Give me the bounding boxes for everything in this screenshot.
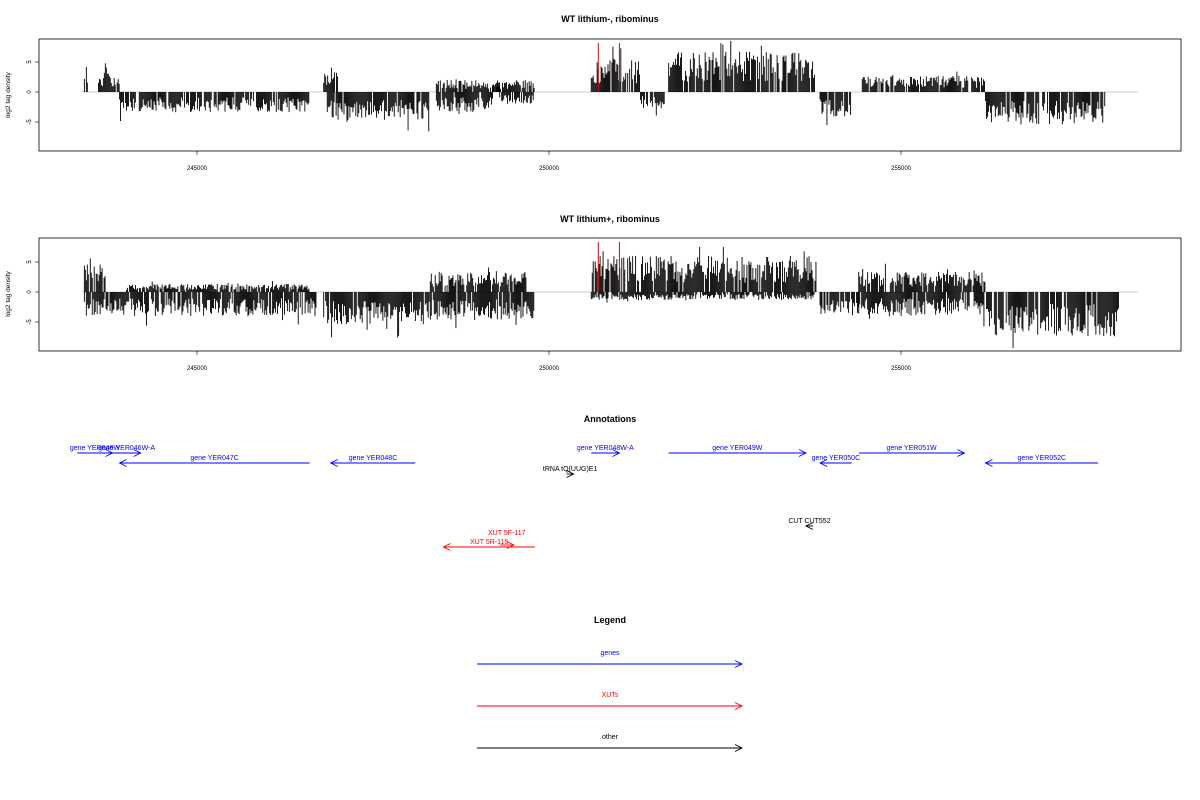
feature-label: gene YER051W bbox=[887, 445, 937, 452]
panel2-xtick-label: 250000 bbox=[539, 366, 560, 372]
track-panel-lithium-minus: WT lithium-, ribominus log2 tag density … bbox=[5, 14, 1182, 172]
panel2-xtick-label: 245000 bbox=[187, 366, 208, 372]
panel2-y-axis-label: log2 tag density bbox=[5, 270, 12, 316]
feature-label: gene YER046W-A bbox=[98, 445, 155, 452]
annotations-title: Annotations bbox=[584, 414, 637, 424]
panel1-plot-frame bbox=[38, 38, 1182, 152]
feature-arrowhead bbox=[612, 449, 621, 457]
legend-arrowhead bbox=[734, 744, 744, 752]
feature-label: gene YER046W bbox=[70, 445, 120, 452]
panel1-ytick-label: 5 bbox=[27, 60, 33, 64]
panel2-xtick-label: 255000 bbox=[891, 366, 912, 372]
feature-label: gene YER048C bbox=[349, 455, 398, 462]
feature-arrowhead bbox=[118, 459, 127, 467]
panel2-x-axis: 245000 250000 255000 bbox=[187, 351, 912, 372]
panel1-y-axis: 5 0 -5 bbox=[27, 60, 39, 125]
feature-label: XUT 5F-117 bbox=[488, 530, 526, 537]
feature-arrowhead bbox=[957, 449, 966, 457]
feature-arrowhead bbox=[984, 459, 993, 467]
feature-arrowhead bbox=[798, 449, 807, 457]
feature-arrowhead bbox=[819, 459, 828, 467]
feature-label: gene YER048W-A bbox=[577, 445, 634, 452]
feature-label: XUT 5R-115 bbox=[470, 539, 508, 546]
panel1-x-axis: 245000 250000 255000 bbox=[187, 151, 912, 172]
feature-arrowhead bbox=[566, 470, 575, 478]
feature-arrowhead bbox=[804, 522, 814, 530]
panel2-title: WT lithium+, ribominus bbox=[560, 214, 660, 224]
feature-arrowhead bbox=[442, 543, 451, 551]
legend-panel: Legend genes XUTs other bbox=[477, 615, 744, 752]
panel1-xtick-label: 245000 bbox=[187, 166, 208, 172]
panel1-ytick-label: 0 bbox=[27, 90, 33, 94]
panel1-bars bbox=[83, 41, 1106, 132]
feature-label: gene YER050C bbox=[812, 455, 861, 462]
panel1-title: WT lithium-, ribominus bbox=[561, 14, 659, 24]
panel1-y-axis-label: log2 tag density bbox=[5, 71, 12, 117]
feature-arrowhead bbox=[329, 459, 338, 467]
feature-label: tRNA tQ(UUG)E1 bbox=[543, 466, 598, 473]
track-panel-lithium-plus: WT lithium+, ribominus log2 tag density … bbox=[5, 214, 1182, 372]
legend-label: other bbox=[602, 734, 619, 741]
legend-label: XUTs bbox=[602, 692, 619, 699]
panel2-y-axis: 5 0 -5 bbox=[27, 260, 39, 325]
panel2-ytick-label: 5 bbox=[27, 260, 33, 264]
legend-arrowhead bbox=[734, 660, 744, 668]
panel1-ytick-label: -5 bbox=[27, 119, 33, 125]
panel1-xtick-label: 250000 bbox=[539, 166, 560, 172]
feature-label: gene YER049W bbox=[712, 445, 762, 452]
legend-items: genes XUTs other bbox=[477, 650, 744, 752]
legend-title: Legend bbox=[594, 615, 626, 625]
panel2-plot-frame bbox=[38, 237, 1182, 352]
panel2-ytick-label: 0 bbox=[27, 290, 33, 294]
feature-label: CUT CUT552 bbox=[788, 518, 830, 525]
legend-label: genes bbox=[600, 650, 620, 657]
panel2-bars bbox=[83, 242, 1119, 349]
feature-label: gene YER052C bbox=[1018, 455, 1067, 462]
feature-arrowhead bbox=[133, 449, 142, 457]
panel2-ytick-label: -5 bbox=[27, 319, 33, 325]
legend-arrowhead bbox=[734, 702, 744, 710]
panel1-xtick-label: 255000 bbox=[891, 166, 912, 172]
feature-label: gene YER047C bbox=[190, 455, 239, 462]
